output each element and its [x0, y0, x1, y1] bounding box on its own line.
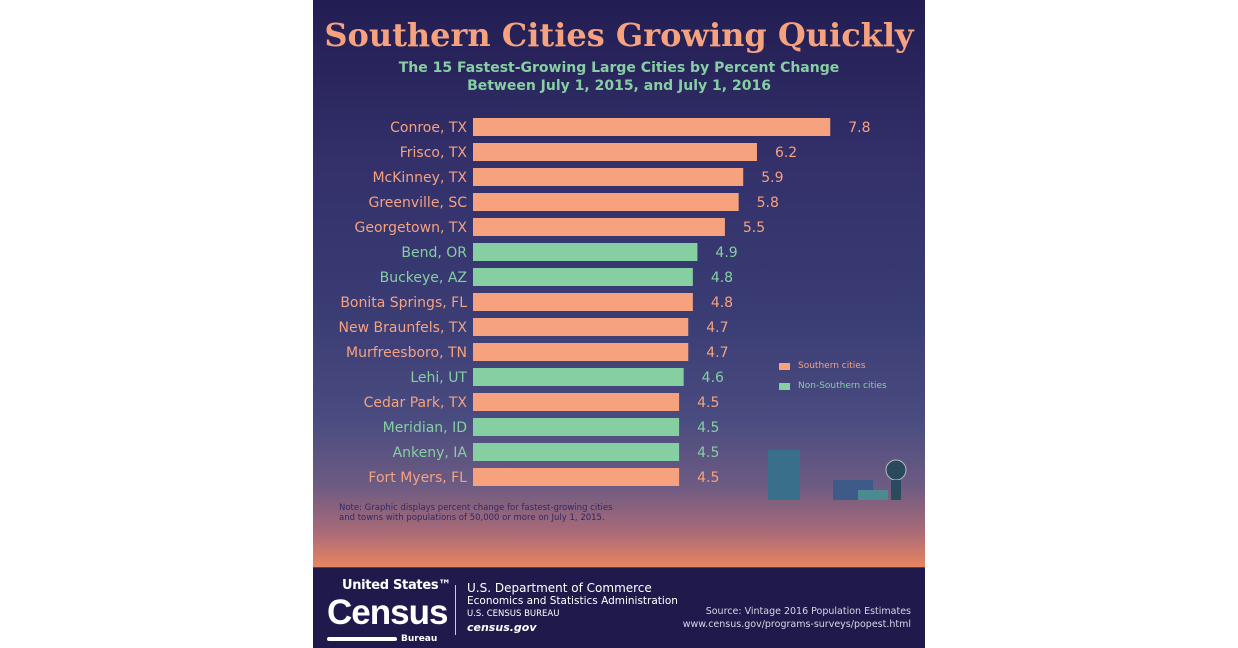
bar: [473, 468, 680, 486]
logo-text: United States™: [341, 578, 451, 593]
category-label: Buckeye, AZ: [380, 270, 467, 286]
value-label: 4.5: [697, 470, 719, 486]
value-label: 5.5: [743, 220, 765, 236]
bar: [473, 218, 725, 236]
bar: [473, 418, 680, 436]
value-label: 4.6: [702, 370, 724, 386]
bar: [473, 268, 693, 286]
bar: [473, 168, 744, 186]
infographic: Southern Cities Growing Quickly The 15 F…: [313, 0, 925, 648]
logo-text: Census: [327, 593, 448, 632]
bar: [473, 143, 757, 161]
category-label: Ankeny, IA: [393, 445, 468, 461]
category-label: Bend, OR: [401, 245, 467, 261]
census-logo: United States™ Census Bureau: [327, 578, 451, 644]
bar: [473, 318, 689, 336]
source: Source: Vintage 2016 Population Estimate…: [683, 605, 911, 631]
value-label: 5.8: [757, 195, 779, 211]
legend-label: Southern cities: [798, 361, 866, 371]
value-label: 4.5: [697, 395, 719, 411]
category-label: Bonita Springs, FL: [340, 295, 467, 311]
legend-item-southern: Southern cities: [779, 356, 887, 376]
category-label: Frisco, TX: [400, 145, 468, 161]
bar: [473, 393, 680, 411]
subtitle-line-2: Between July 1, 2015, and July 1, 2016: [467, 78, 771, 94]
category-label: New Braunfels, TX: [339, 320, 468, 336]
category-label: Cedar Park, TX: [364, 395, 468, 411]
bar: [473, 118, 831, 136]
value-label: 4.5: [697, 445, 719, 461]
source-url[interactable]: www.census.gov/programs-surveys/popest.h…: [682, 619, 911, 630]
city-skyline-illustration: [768, 450, 907, 500]
bar-chart: Conroe, TX 7.8 Frisco, TX 6.2 McKinney, TX 5.…: [339, 118, 907, 500]
department-block: U.S. Department of Commerce Economics an…: [467, 581, 678, 635]
category-label: Murfreesboro, TN: [346, 345, 467, 361]
bar: [473, 193, 739, 211]
value-label: 4.8: [711, 295, 733, 311]
note-line: and towns with populations of 50,000 or …: [339, 513, 605, 523]
bar: [473, 443, 680, 461]
bar: [473, 343, 689, 361]
category-label: Meridian, ID: [383, 420, 467, 436]
legend-swatch-southern: [779, 362, 790, 370]
legend-swatch-non-southern: [779, 382, 790, 390]
value-label: 6.2: [775, 145, 797, 161]
chart-note: Note: Graphic displays percent change fo…: [339, 503, 613, 523]
bar: [473, 243, 698, 261]
esa-name: Economics and Statistics Administration: [467, 595, 678, 607]
divider: [455, 585, 456, 635]
legend: Southern cities Non-Southern cities: [779, 356, 887, 396]
bar: [473, 293, 693, 311]
category-label: Greenville, SC: [368, 195, 467, 211]
subtitle-line-1: The 15 Fastest-Growing Large Cities by P…: [398, 60, 840, 76]
category-label: Lehi, UT: [410, 370, 467, 386]
value-label: 7.8: [848, 120, 870, 136]
source-text: Source: Vintage 2016 Population Estimate…: [705, 606, 911, 617]
note-line: Note: Graphic displays percent change fo…: [339, 503, 613, 513]
legend-label: Non-Southern cities: [798, 381, 887, 391]
value-label: 4.8: [711, 270, 733, 286]
logo-text: Bureau: [401, 633, 438, 644]
category-label: Fort Myers, FL: [368, 470, 467, 486]
value-label: 4.7: [706, 345, 728, 361]
category-label: McKinney, TX: [372, 170, 467, 186]
department-name: U.S. Department of Commerce: [467, 581, 652, 595]
bar: [473, 368, 684, 386]
census-site-link[interactable]: census.gov: [467, 621, 537, 634]
chart-title: Southern Cities Growing Quickly: [324, 16, 914, 54]
legend-item-non-southern: Non-Southern cities: [779, 376, 887, 396]
category-label: Conroe, TX: [390, 120, 467, 136]
value-label: 5.9: [761, 170, 783, 186]
category-label: Georgetown, TX: [355, 220, 468, 236]
value-label: 4.5: [697, 420, 719, 436]
bureau-name: U.S. CENSUS BUREAU: [467, 609, 560, 619]
value-label: 4.9: [715, 245, 737, 261]
value-label: 4.7: [706, 320, 728, 336]
